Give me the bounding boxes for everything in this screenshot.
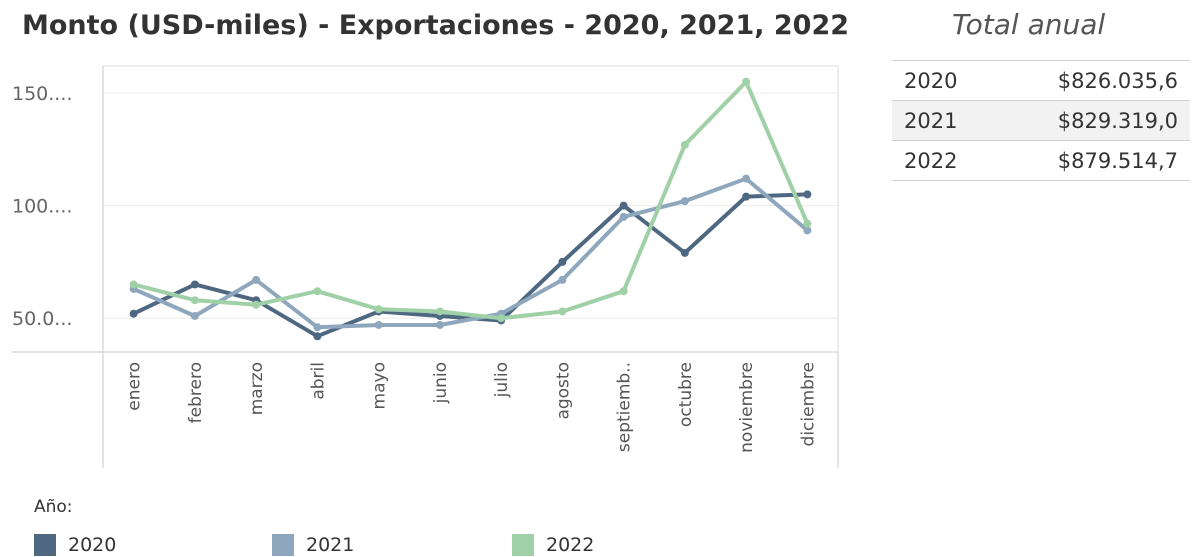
data-point-2022 — [619, 287, 628, 296]
x-tick-label: marzo — [247, 362, 267, 415]
x-tick-label: octubre — [676, 362, 696, 427]
line-chart: 150.... 100.... 50.0... enero febrero marzo a… — [12, 65, 839, 468]
amount-cell: $826.035,6 — [1057, 68, 1178, 93]
totals-row-2022: 2022 $879.514,7 — [892, 141, 1190, 181]
x-tick-label: abril — [308, 362, 328, 400]
data-point-2022 — [742, 77, 751, 86]
x-tick-label: febrero — [186, 362, 206, 423]
data-point-2020 — [313, 332, 322, 341]
totals-row-2020: 2020 $826.035,6 — [892, 61, 1190, 101]
x-tick-label: enero — [125, 362, 145, 411]
legend-item-2021[interactable]: 2021 — [272, 534, 354, 556]
data-point-2021 — [619, 212, 628, 221]
data-point-2021 — [435, 320, 444, 329]
x-tick-label: julio — [492, 362, 512, 398]
totals-table: 2020 $826.035,6 2021 $829.319,0 2022 $87… — [892, 60, 1190, 181]
data-point-2022 — [252, 300, 261, 309]
legend-label: 2021 — [306, 534, 355, 556]
data-point-2022 — [680, 140, 689, 149]
legend-item-2022[interactable]: 2022 — [512, 534, 594, 556]
data-point-2021 — [374, 320, 383, 329]
data-point-2021 — [558, 275, 567, 284]
legend-item-2020[interactable]: 2020 — [34, 534, 116, 556]
data-point-2020 — [742, 192, 751, 201]
amount-cell: $829.319,0 — [1057, 108, 1178, 133]
data-point-2022 — [803, 219, 812, 228]
y-tick-label: 150.... — [12, 83, 72, 105]
y-tick-label: 100.... — [12, 196, 72, 218]
data-point-2021 — [313, 323, 322, 332]
data-point-2020 — [129, 309, 138, 318]
data-point-2022 — [374, 305, 383, 314]
data-point-2021 — [680, 197, 689, 206]
data-point-2022 — [190, 296, 199, 305]
year-cell: 2020 — [904, 68, 958, 93]
data-point-2020 — [619, 201, 628, 210]
data-point-2022 — [558, 307, 567, 316]
totals-title: Total anual — [952, 8, 1106, 41]
year-cell: 2021 — [904, 108, 958, 133]
amount-cell: $879.514,7 — [1057, 148, 1178, 173]
x-tick-label: agosto — [553, 362, 573, 420]
legend-swatch — [512, 534, 534, 556]
data-point-2021 — [803, 226, 812, 235]
y-tick-label: 50.0... — [12, 308, 72, 330]
x-tick-label: noviembre — [737, 362, 757, 453]
series-line-2022 — [131, 79, 810, 321]
data-point-2021 — [252, 275, 261, 284]
totals-row-2021: 2021 $829.319,0 — [892, 101, 1190, 141]
data-point-2021 — [742, 174, 751, 183]
series-line-2021 — [131, 176, 810, 330]
legend-label: 2020 — [68, 534, 117, 556]
data-point-2020 — [190, 280, 199, 289]
legend-swatch — [34, 534, 56, 556]
data-point-2022 — [497, 314, 506, 323]
legend-swatch — [272, 534, 294, 556]
x-tick-label: diciembre — [798, 362, 818, 446]
data-point-2020 — [680, 248, 689, 257]
x-tick-label: mayo — [370, 362, 390, 409]
x-tick-label: junio — [431, 362, 451, 404]
data-point-2021 — [190, 311, 199, 320]
chart-title: Monto (USD-miles) - Exportaciones - 2020… — [22, 10, 850, 41]
legend-label: 2022 — [546, 534, 595, 556]
data-point-2022 — [313, 287, 322, 296]
data-point-2022 — [129, 280, 138, 289]
data-point-2020 — [558, 257, 567, 266]
data-point-2020 — [803, 190, 812, 199]
x-tick-label: septiemb.. — [615, 362, 635, 452]
plot-area — [102, 65, 839, 353]
data-point-2022 — [435, 307, 444, 316]
legend-title: Año: — [34, 497, 73, 517]
year-cell: 2022 — [904, 148, 958, 173]
